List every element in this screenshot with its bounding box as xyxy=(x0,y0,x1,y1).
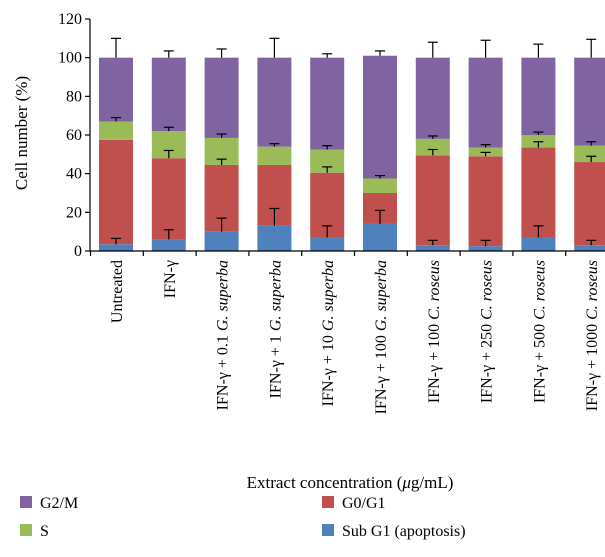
bar-g0-g1 xyxy=(99,139,133,245)
legend-label-sub-g1-apoptosis: Sub G1 (apoptosis) xyxy=(342,523,466,540)
legend-swatch-g0-g1 xyxy=(322,496,334,508)
y-tick-label: 40 xyxy=(66,166,82,183)
bar-sub-g1-apoptosis xyxy=(99,244,133,251)
bar-sub-g1-apoptosis xyxy=(415,245,450,251)
bar-g2-m xyxy=(415,57,450,139)
bar-g2-m xyxy=(204,57,239,138)
legend: G2/M G0/G1 S Sub G1 (apoptosis) xyxy=(20,495,466,540)
y-tick-label: 60 xyxy=(66,127,82,144)
legend-label-s: S xyxy=(40,523,49,540)
bar-s xyxy=(363,178,397,193)
bar-g2-m xyxy=(363,55,397,179)
bar-g2-m xyxy=(99,57,133,122)
y-axis-ticks: 0 20 40 60 80 100 120 xyxy=(58,11,90,260)
y-axis-label: Cell number (%) xyxy=(12,76,31,190)
legend-label-g2-m: G2/M xyxy=(40,495,78,512)
bar-g2-m xyxy=(151,57,186,132)
legend-label-g0-g1: G0/G1 xyxy=(342,495,386,512)
bar-g2-m xyxy=(574,57,605,146)
bars xyxy=(99,55,605,251)
x-tick-label: IFN-γ + 1 G. superba xyxy=(267,260,284,398)
bar-g2-m xyxy=(310,57,345,150)
x-tick-label: IFN-γ xyxy=(162,260,179,298)
bar-g0-g1 xyxy=(468,156,503,247)
bar-sub-g1-apoptosis xyxy=(574,245,605,251)
bar-sub-g1-apoptosis xyxy=(151,239,186,251)
bar-g0-g1 xyxy=(151,158,186,240)
bar-g2-m xyxy=(468,57,503,148)
bar-s xyxy=(574,145,605,163)
x-tick-label: IFN-γ + 100 G. superba xyxy=(373,260,390,414)
y-tick-label: 80 xyxy=(66,88,82,105)
y-tick-label: 100 xyxy=(58,50,82,67)
y-tick-label: 20 xyxy=(66,204,82,221)
legend-swatch-sub-g1-apoptosis xyxy=(322,524,334,536)
bar-sub-g1-apoptosis xyxy=(468,246,503,251)
bar-g2-m xyxy=(257,57,292,147)
bar-s xyxy=(415,138,450,156)
y-tick-label: 120 xyxy=(58,11,82,28)
x-tick-label: IFN-γ + 1000 C. roseus xyxy=(584,260,601,411)
bar-s xyxy=(257,146,292,165)
bar-sub-g1-apoptosis xyxy=(363,223,397,251)
bar-g0-g1 xyxy=(574,162,605,246)
bar-g0-g1 xyxy=(415,155,450,246)
error-bars xyxy=(111,37,597,247)
bar-sub-g1-apoptosis xyxy=(257,225,292,251)
x-axis-ticks: Untreated IFN-γ IFN-γ + 0.1 G. superba IFN-… xyxy=(89,251,601,414)
x-tick-label: IFN-γ + 250 C. roseus xyxy=(479,260,496,403)
x-tick-label: IFN-γ + 500 C. roseus xyxy=(531,260,548,403)
bar-g2-m xyxy=(521,57,556,135)
x-tick-label: Untreated xyxy=(109,260,126,323)
x-tick-label: IFN-γ + 0.1 G. superba xyxy=(215,260,232,410)
legend-swatch-s xyxy=(20,524,32,536)
bar-s xyxy=(310,149,345,173)
y-tick-label: 0 xyxy=(74,243,82,260)
x-tick-label: IFN-γ + 100 C. roseus xyxy=(426,260,443,403)
x-axis-label: Extract concentration (μg/mL) xyxy=(247,473,454,492)
x-tick-label: IFN-γ + 10 G. superba xyxy=(320,260,337,406)
bar-s xyxy=(99,121,133,140)
bar-sub-g1-apoptosis xyxy=(521,237,556,251)
bar-g0-g1 xyxy=(521,147,556,238)
bar-sub-g1-apoptosis xyxy=(310,237,345,251)
bar-sub-g1-apoptosis xyxy=(204,231,239,251)
legend-swatch-g2-m xyxy=(20,496,32,508)
